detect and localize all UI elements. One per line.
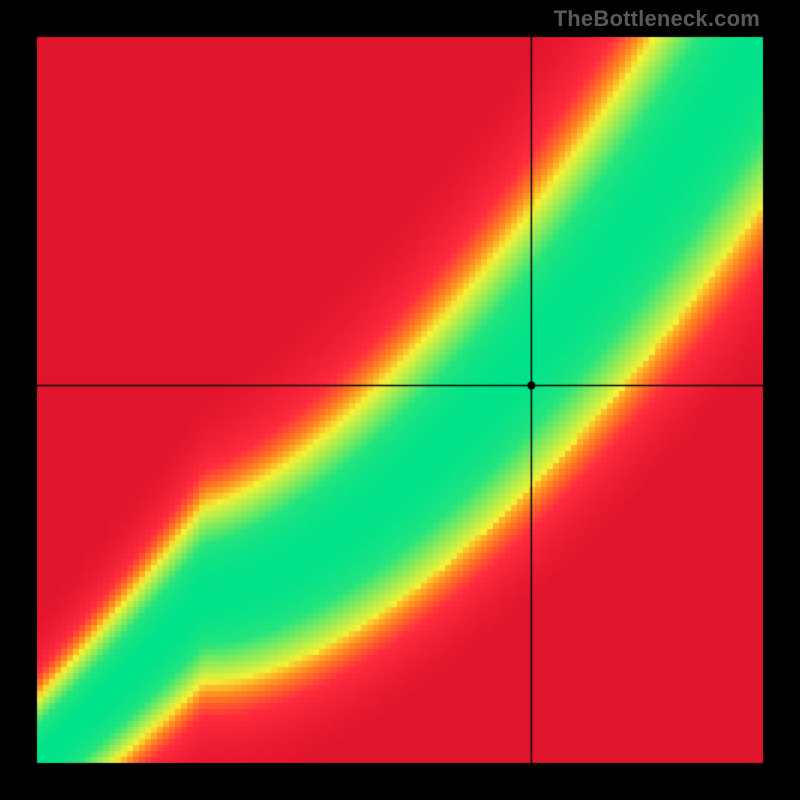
chart-stage: TheBottleneck.com (0, 0, 800, 800)
crosshair-overlay (0, 0, 800, 800)
watermark-text: TheBottleneck.com (554, 6, 760, 32)
